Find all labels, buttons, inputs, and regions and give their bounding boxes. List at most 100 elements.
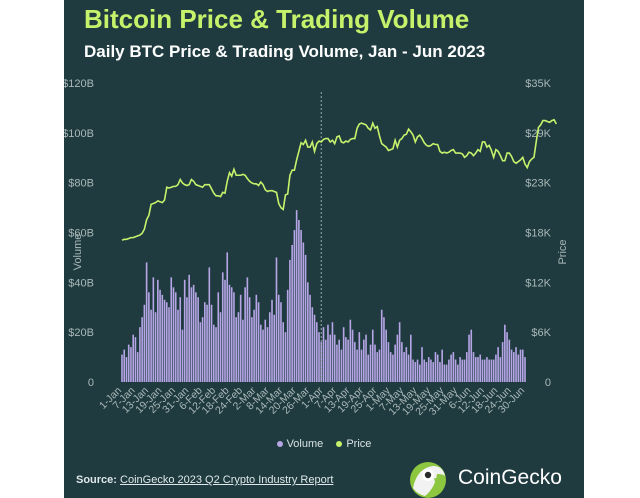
- right-tick-label: 0: [545, 377, 551, 389]
- volume-bar: [161, 294, 164, 382]
- volume-bar: [351, 329, 354, 382]
- volume-bar: [416, 359, 419, 382]
- volume-bar: [501, 342, 504, 382]
- volume-bar: [208, 267, 211, 382]
- volume-bar: [333, 334, 336, 382]
- volume-bar: [519, 349, 522, 382]
- volume-bar: [233, 292, 235, 382]
- volume-bar: [242, 319, 244, 382]
- volume-bar: [143, 304, 146, 382]
- legend-item-price: Price: [336, 438, 371, 450]
- volume-bar: [457, 364, 459, 382]
- volume-bar: [246, 277, 249, 382]
- volume-bar: [403, 352, 405, 382]
- volume-bar: [215, 327, 217, 382]
- volume-bar: [401, 342, 403, 382]
- volume-bar: [282, 322, 284, 382]
- chart-legend: Volume Price: [64, 438, 584, 450]
- volume-bar: [304, 254, 307, 382]
- source-label: Source:: [76, 474, 117, 486]
- source-link[interactable]: CoinGecko 2023 Q2 Crypto Industry Report: [120, 474, 334, 486]
- volume-bar: [410, 334, 412, 382]
- volume-bar: [418, 364, 421, 382]
- volume-bar: [266, 327, 269, 382]
- volume-bar: [163, 299, 166, 382]
- volume-bar: [365, 334, 367, 382]
- volume-bar: [188, 274, 190, 382]
- volume-bar: [405, 347, 408, 382]
- volume-bar: [369, 344, 372, 383]
- volume-bar: [210, 304, 213, 382]
- right-tick-label: $23K: [525, 178, 551, 190]
- volume-bar: [389, 352, 392, 382]
- volume-bar: [468, 334, 470, 382]
- volume-bar: [145, 262, 148, 382]
- volume-bar: [479, 354, 482, 382]
- volume-bar: [459, 357, 461, 382]
- volume-bar: [275, 257, 278, 382]
- volume-bar: [347, 339, 349, 382]
- volume-bar: [378, 349, 381, 382]
- volume-bar: [394, 344, 396, 383]
- legend-label-price: Price: [346, 438, 372, 450]
- volume-bar: [454, 359, 457, 382]
- volume-bar: [217, 292, 220, 382]
- volume-bar: [177, 309, 179, 382]
- volume-bar: [474, 357, 477, 382]
- volume-bar: [264, 319, 267, 382]
- volume-bar: [318, 332, 320, 382]
- volume-bar: [425, 362, 428, 382]
- legend-item-volume: Volume: [276, 438, 324, 450]
- volume-bar: [127, 344, 130, 383]
- volume-bar: [273, 314, 276, 382]
- volume-bar: [315, 322, 318, 382]
- volume-bar: [154, 312, 157, 382]
- volume-bar: [360, 349, 363, 382]
- volume-bar: [383, 317, 385, 382]
- volume-bar: [121, 354, 123, 382]
- volume-bar: [224, 279, 226, 382]
- volume-bar: [504, 324, 506, 382]
- volume-bar: [448, 359, 450, 382]
- volume-bar: [302, 242, 305, 382]
- volume-bar: [257, 302, 260, 382]
- volume-bar: [385, 329, 387, 382]
- right-tick-label: $12K: [525, 277, 551, 289]
- chart-plot: 0 $20B $40B $60B $80B $100B $120B 0 $6K $12K $18K…: [64, 78, 569, 418]
- volume-bar: [300, 230, 302, 382]
- volume-bar: [510, 349, 513, 382]
- right-tick-label: $6K: [531, 327, 551, 339]
- right-tick-label: $18K: [525, 228, 551, 240]
- volume-bar: [421, 347, 423, 382]
- volume-bar: [483, 359, 486, 382]
- volume-bar: [427, 357, 430, 382]
- volume-bar: [195, 292, 197, 382]
- volume-bar: [345, 337, 347, 382]
- volume-bar: [506, 332, 508, 382]
- volume-bar: [150, 309, 152, 382]
- volume-bar: [434, 352, 437, 382]
- volume-bar: [255, 294, 258, 382]
- volume-bar: [125, 357, 128, 382]
- volume-bar: [235, 317, 237, 382]
- volume-bar: [463, 359, 466, 382]
- volume-bar: [268, 312, 271, 382]
- volume-bar: [439, 362, 441, 382]
- volume-bar: [226, 252, 229, 382]
- volume-bar: [136, 352, 139, 382]
- volume-bar: [517, 354, 520, 382]
- volume-bar: [470, 329, 473, 382]
- volume-bar: [237, 312, 240, 382]
- volume-bar: [132, 334, 134, 382]
- volume-bar: [430, 359, 432, 382]
- volume-bar: [497, 347, 499, 382]
- volume-bar: [499, 357, 502, 382]
- volume-bar: [168, 307, 170, 382]
- volume-bar: [139, 327, 141, 382]
- volume-bar: [432, 362, 435, 382]
- volume-bar: [490, 359, 493, 382]
- volume-bar: [219, 312, 222, 382]
- legend-label-volume: Volume: [286, 438, 324, 450]
- volume-bar: [407, 354, 410, 382]
- volume-bar: [477, 357, 479, 382]
